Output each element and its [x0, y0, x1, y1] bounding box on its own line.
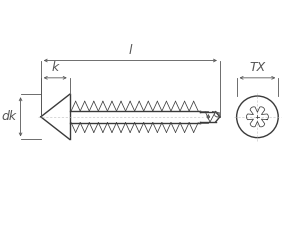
Text: d: d [212, 110, 222, 117]
Text: l: l [129, 44, 132, 57]
Text: k: k [52, 61, 59, 74]
Text: dk: dk [1, 110, 16, 123]
Text: TX: TX [249, 61, 266, 74]
